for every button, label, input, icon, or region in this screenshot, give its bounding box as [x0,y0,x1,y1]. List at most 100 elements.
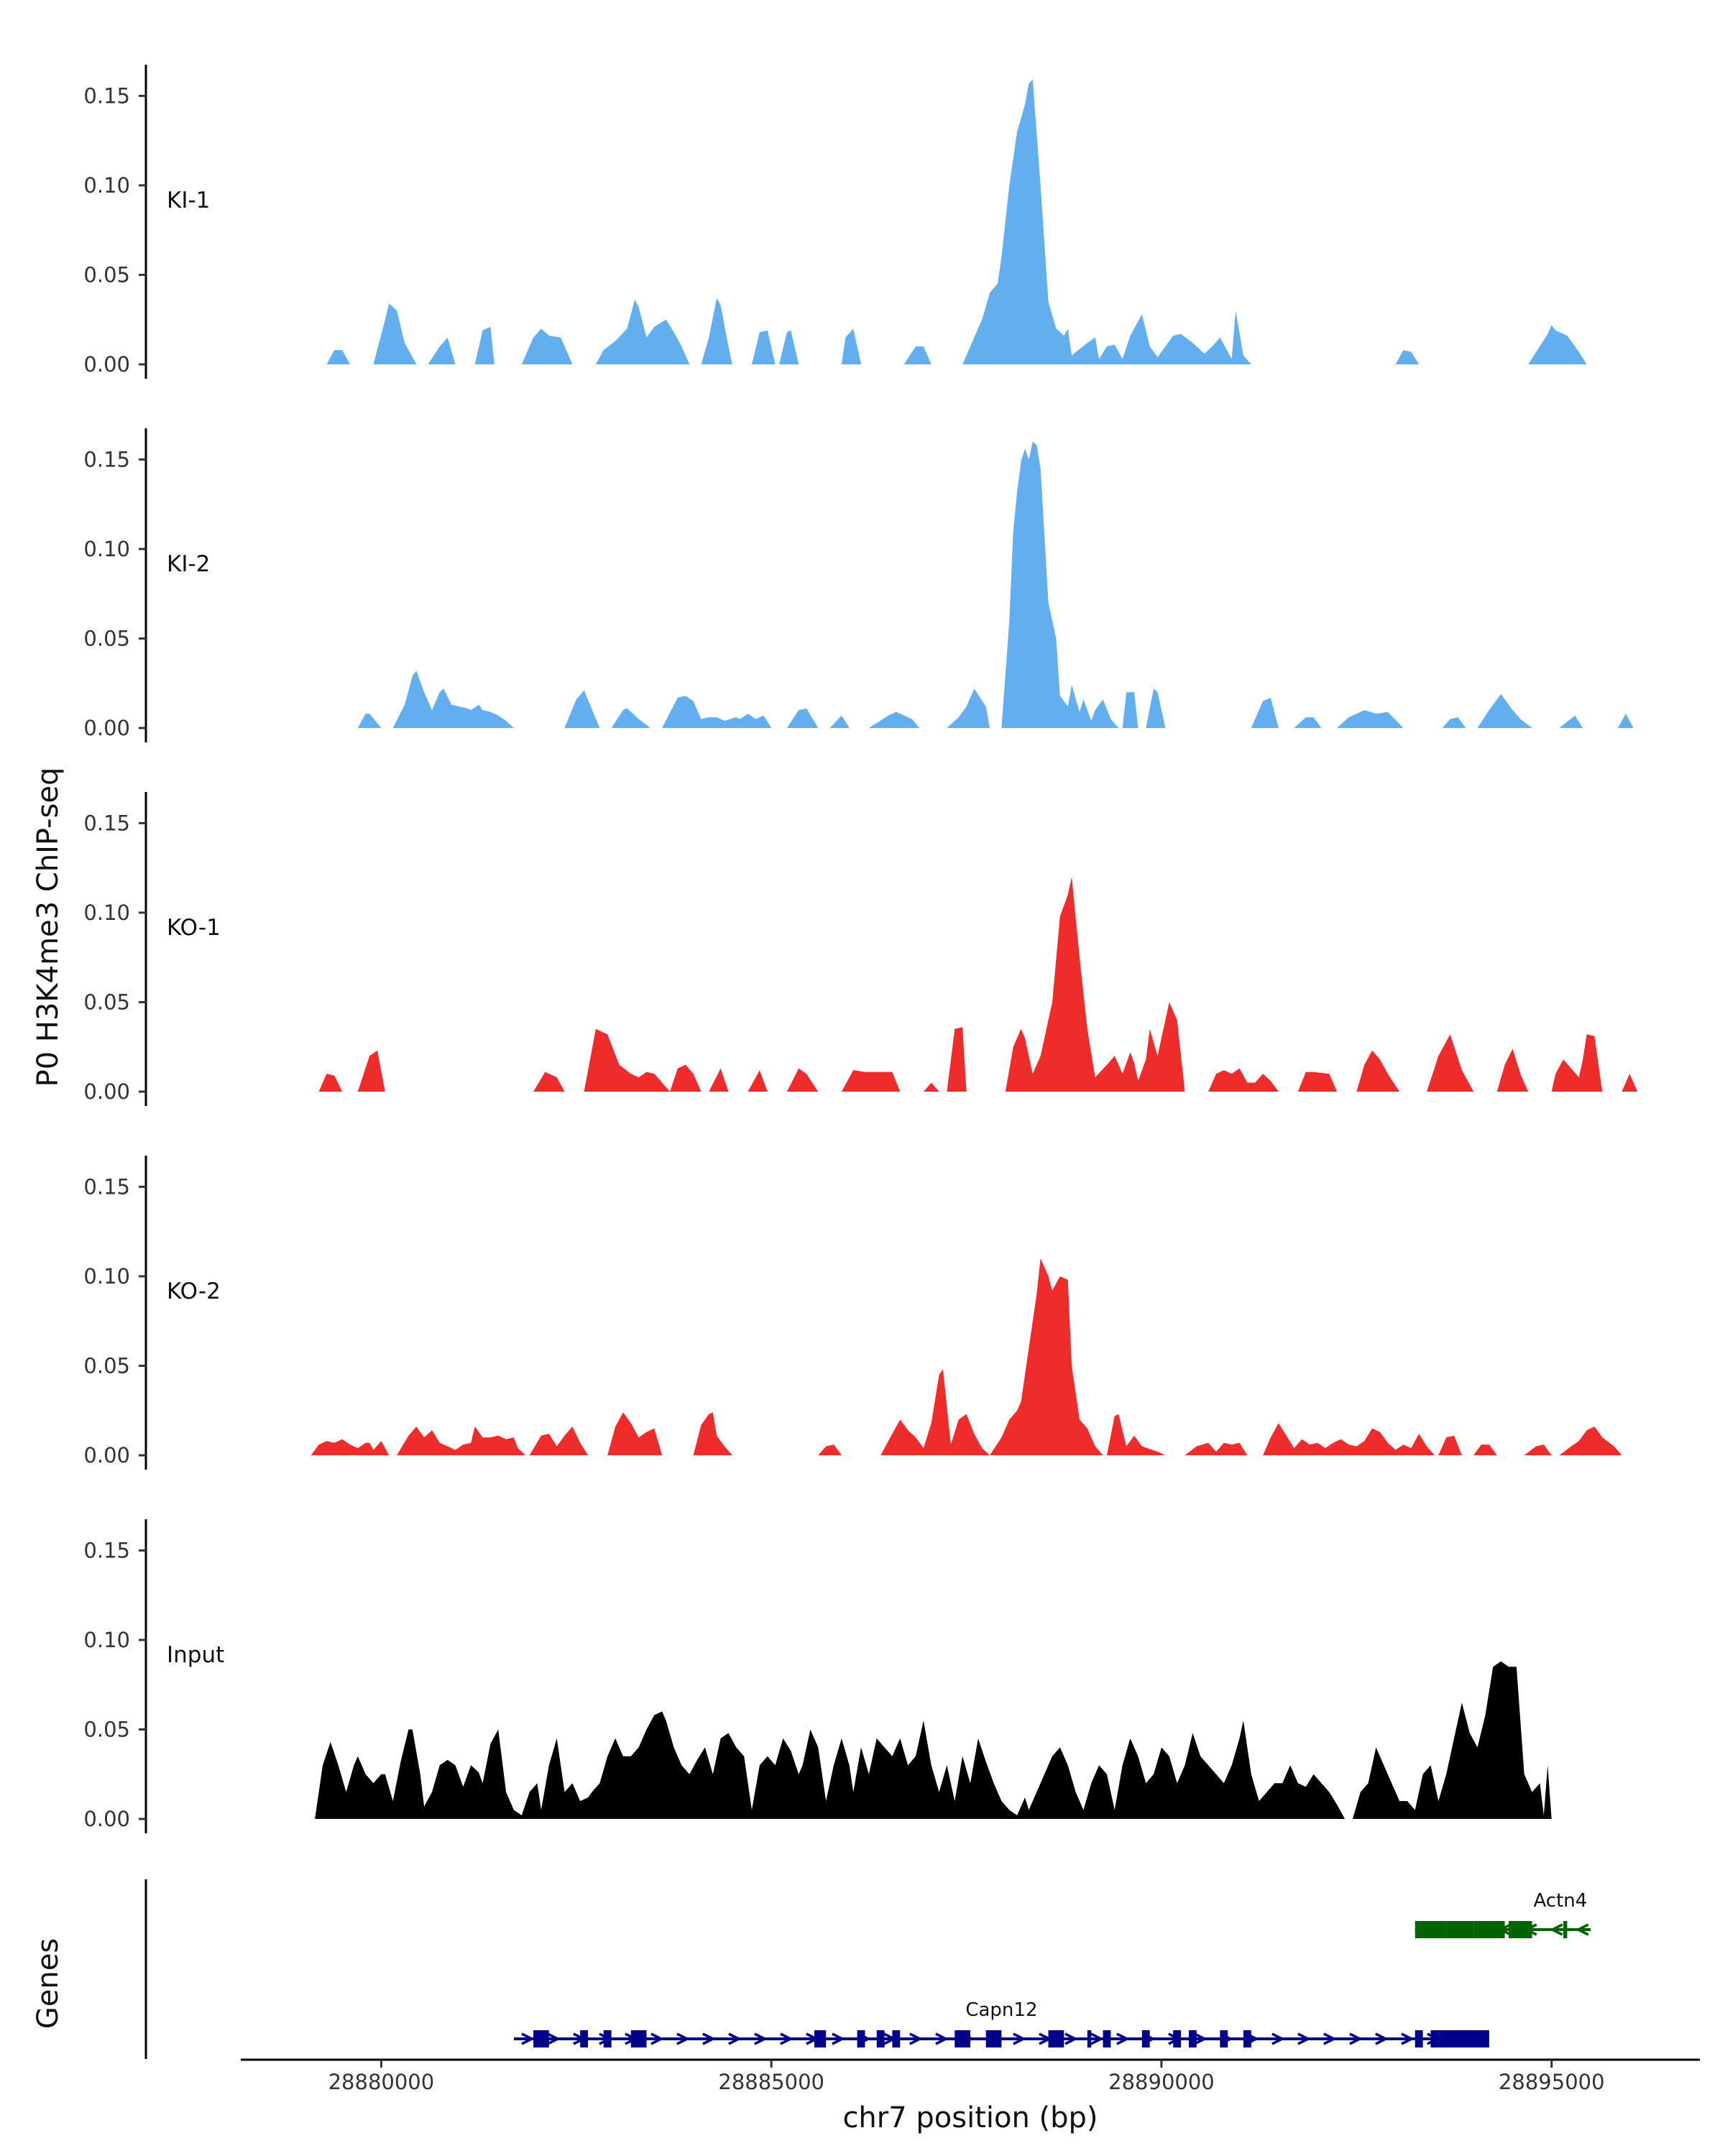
coverage-area-ko-1 [923,1082,939,1092]
strand-arrow [1013,2032,1026,2045]
strand-arrow [780,2032,794,2045]
coverage-area-ko-1 [1622,1074,1638,1092]
coverage-area-ko-1 [357,1050,385,1092]
exon-block [1048,2030,1064,2047]
gene-label-capn12: Capn12 [965,1999,1037,2021]
x-tick-label: 28880000 [328,2070,435,2094]
coverage-area-ko-1 [584,1028,671,1092]
coverage-area-ki-1 [428,337,456,364]
strand-arrow [754,2032,768,2045]
y-tick-label: 0.05 [83,262,130,287]
coverage-area-ki-2 [786,708,819,728]
coverage-area-ki-2 [1001,441,1119,728]
track-label-ko-2: KO-2 [167,1279,221,1304]
exon-block [1438,2030,1489,2047]
coverage-area-ko-1 [1496,1049,1529,1092]
coverage-area-ko-2 [397,1427,526,1455]
coverage-area-ki-2 [357,714,382,728]
strand-arrow [1297,2032,1311,2045]
y-tick-label: 0.15 [83,447,130,471]
exon-block [1430,2030,1439,2047]
y-tick-label: 0.15 [83,811,130,835]
coverage-area-ki-2 [662,696,772,728]
y-tick-label: 0.05 [83,1353,130,1378]
coverage-area-ki-2 [564,690,600,728]
gene-label-actn4: Actn4 [1533,1890,1587,1912]
coverage-area-ki-1 [752,330,776,364]
coverage-area-ki-2 [1477,694,1532,728]
y-tick-label: 0.10 [83,1264,130,1289]
coverage-area-ko-1 [1427,1034,1474,1092]
coverage-area-ko-1 [1005,877,1185,1092]
coverage-area-ko-2 [1559,1427,1622,1455]
y-tick-label: 0.00 [83,1807,130,1831]
exon-block [1188,2030,1197,2047]
coverage-area-ko-1 [841,1070,901,1092]
gene-capn12: Capn12 [513,1999,1489,2047]
track-ko-2: 0.00 0.05 0.10 0.15 KO-2 [83,1156,1622,1470]
exon-block [1141,2030,1150,2047]
coverage-area-ki-1 [701,298,732,364]
strand-arrow [1375,2032,1389,2045]
strand-arrow [1549,1923,1563,1936]
y-axis-title: P0 H3K4me3 ChIP-seq [32,768,65,1087]
exon-block [1563,1921,1568,1938]
coverage-area-ko-2 [1438,1435,1462,1455]
track-label-ki-1: KI-1 [167,188,210,213]
coverage-area-ki-1 [962,79,1251,365]
x-tick-label: 28890000 [1108,2070,1215,2094]
track-label-input: Input [167,1642,224,1668]
coverage-area-ki-2 [392,671,514,728]
strand-arrow [1064,2032,1078,2045]
y-tick-label: 0.10 [83,1628,130,1652]
y-tick-label: 0.05 [83,990,130,1014]
y-tick-label: 0.15 [83,1538,130,1562]
coverage-area-ko-2 [1524,1445,1552,1455]
y-tick-label: 0.00 [83,352,130,377]
strand-arrow [547,2032,561,2045]
y-tick-label: 0.15 [83,83,130,108]
x-tick-label: 28895000 [1499,2070,1605,2094]
coverage-area-ko-2 [529,1427,589,1455]
coverage-area-input [315,1711,1346,1819]
coverage-area-ko-1 [1297,1072,1338,1092]
genes-axis-title: Genes [32,1938,65,2029]
track-ki-2: 0.00 0.05 0.10 0.15 KI-2 [83,428,1634,742]
exon-block [892,2030,901,2047]
coverage-area-ki-2 [1337,710,1404,728]
track-label-ki-2: KI-2 [167,551,210,577]
strand-arrow [1401,2032,1414,2045]
coverage-area-ko-2 [310,1439,390,1455]
exon-block [1220,2030,1228,2047]
y-tick-label: 0.05 [83,1717,130,1741]
strand-arrow [909,2032,923,2045]
coverage-area-ki-1 [1528,325,1587,364]
track-ko-1: 0.00 0.05 0.10 0.15 KO-1 [83,792,1638,1106]
y-tick-label: 0.10 [83,537,130,561]
y-tick-label: 0.00 [83,1443,130,1468]
coverage-area-ko-2 [1263,1423,1435,1455]
coverage-area-ki-1 [474,326,494,364]
strand-arrow [1349,2032,1363,2045]
coverage-area-ko-2 [607,1412,663,1455]
coverage-area-ki-2 [1618,714,1634,728]
x-axis-title: chr7 position (bp) [842,2101,1098,2134]
strand-arrow [1271,2032,1285,2045]
exon-block [985,2030,1002,2047]
coverage-area-ki-2 [868,711,920,728]
exon-block [1103,2030,1111,2047]
strand-arrow [702,2032,716,2045]
coverage-area-ko-2 [818,1445,842,1455]
strand-arrow [1575,1923,1589,1936]
coverage-area-ki-1 [521,328,573,364]
gene-actn4: Actn4 [1414,1890,1591,1938]
coverage-area-ki-2 [1251,697,1279,728]
coverage-area-ko-1 [1208,1068,1279,1092]
coverage-area-ki-1 [595,300,690,364]
coverage-area-ko-2 [693,1412,732,1455]
coverage-area-ko-1 [670,1064,702,1092]
exon-block [814,2030,827,2047]
coverage-area-ko-1 [318,1074,343,1092]
track-input: 0.00 0.05 0.10 0.15 Input [83,1519,1552,1833]
